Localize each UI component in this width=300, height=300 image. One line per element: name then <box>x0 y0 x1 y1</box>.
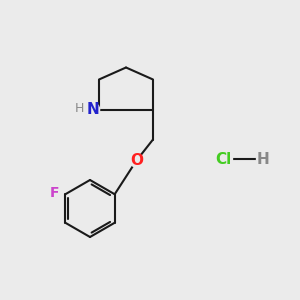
Text: O: O <box>130 153 143 168</box>
Text: Cl: Cl <box>215 152 232 166</box>
Circle shape <box>214 150 232 168</box>
Text: H: H <box>75 101 84 115</box>
Circle shape <box>256 153 268 165</box>
Circle shape <box>130 154 143 167</box>
Text: N: N <box>87 102 99 117</box>
Circle shape <box>74 102 86 114</box>
Circle shape <box>49 187 61 199</box>
Circle shape <box>86 103 100 116</box>
Text: F: F <box>50 186 60 200</box>
Text: H: H <box>256 152 269 166</box>
